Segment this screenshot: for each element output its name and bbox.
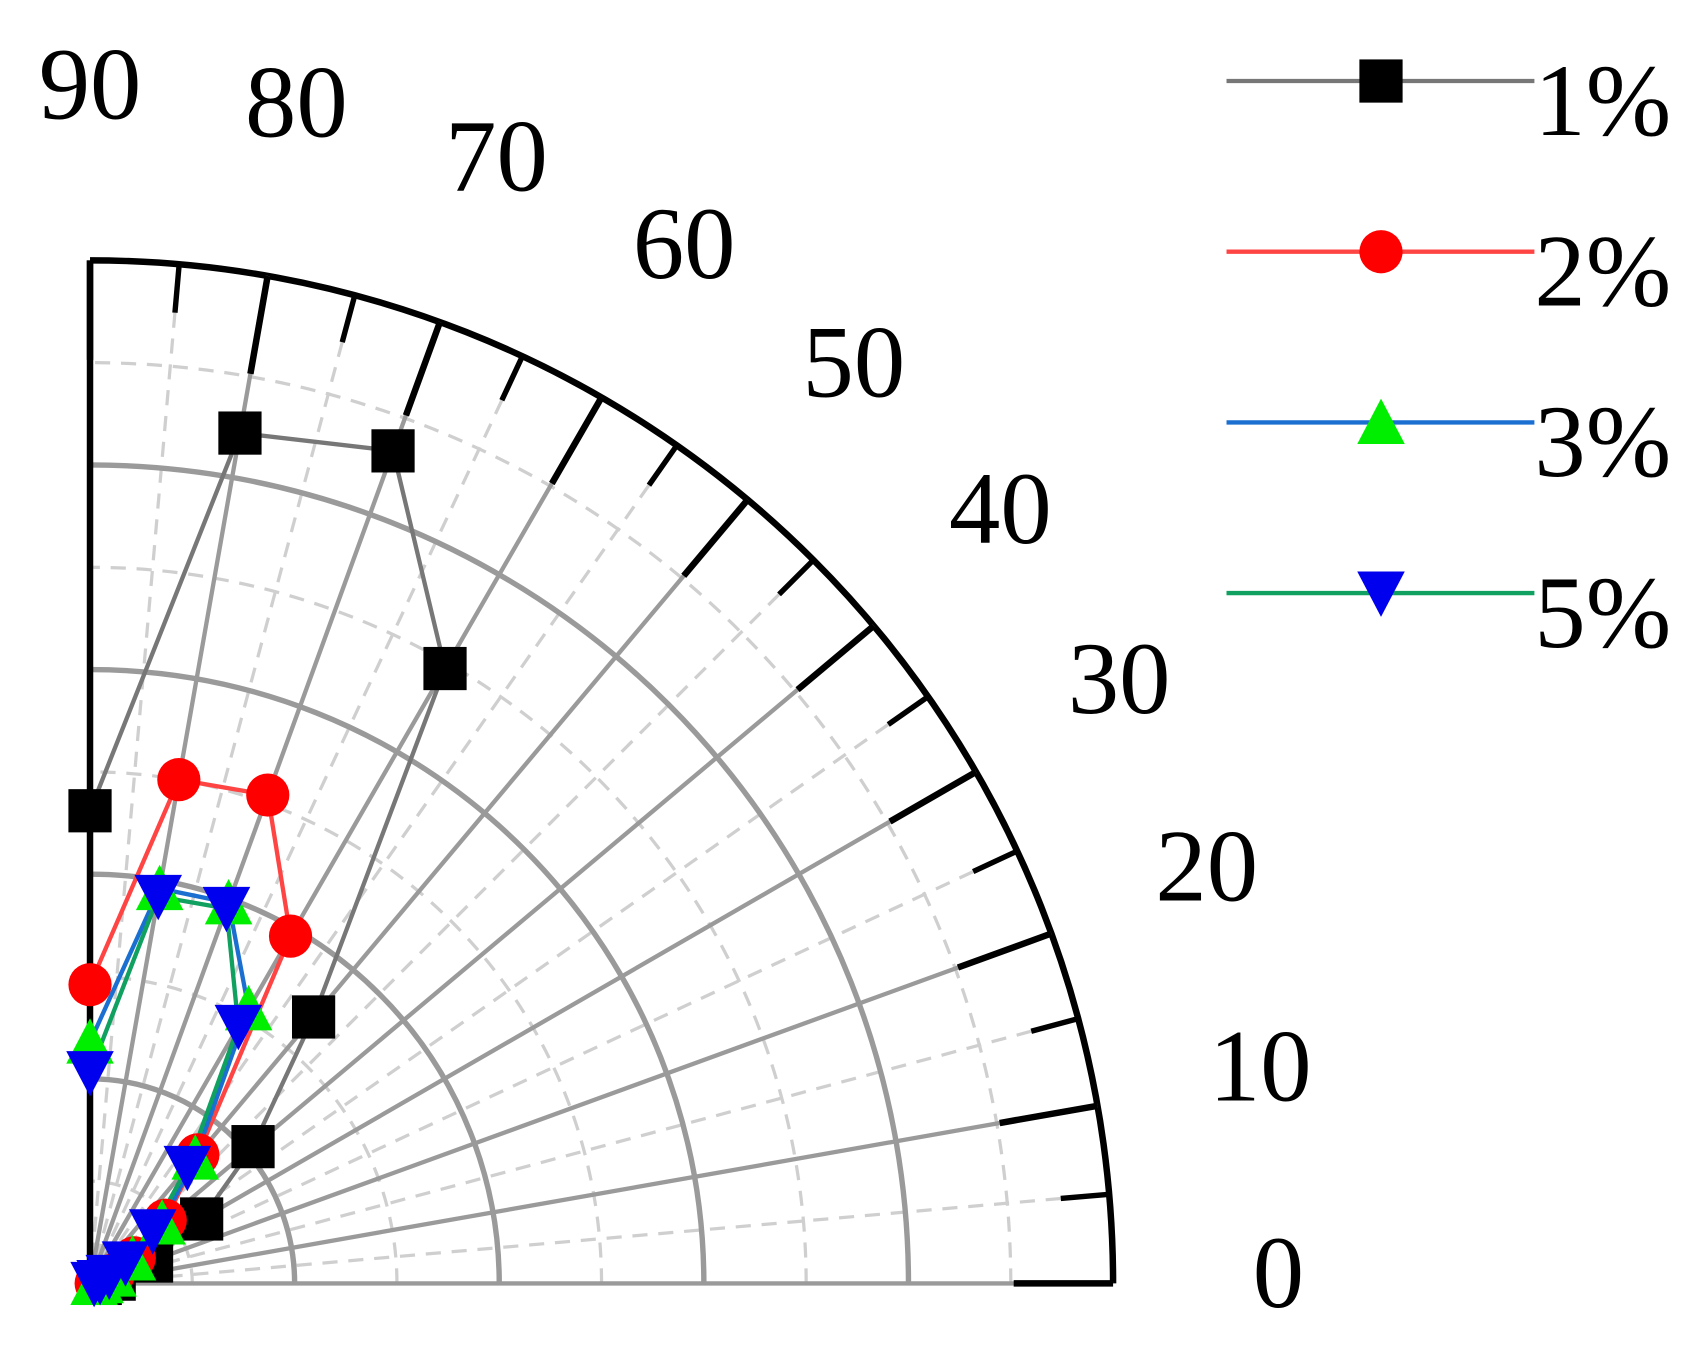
angle-label: 80 xyxy=(245,47,348,160)
minor-grid-ring xyxy=(90,361,1013,1284)
minor-grid-ray xyxy=(89,1017,1079,1285)
major-tick xyxy=(888,769,978,825)
marker xyxy=(268,914,313,958)
minor-tick xyxy=(972,848,1019,875)
minor-tick xyxy=(1030,1016,1079,1034)
minor-grid-ray xyxy=(89,695,929,1285)
marker xyxy=(246,773,290,817)
major-tick xyxy=(549,395,605,486)
minor-tick xyxy=(172,264,182,313)
angle-label: 70 xyxy=(445,100,548,213)
marker xyxy=(66,1051,114,1097)
grid-ray xyxy=(89,931,1053,1286)
minor-tick xyxy=(499,355,525,402)
minor-tick xyxy=(777,558,816,597)
marker xyxy=(291,995,336,1039)
grid-ring xyxy=(90,666,707,1284)
marker xyxy=(68,789,112,833)
minor-tick xyxy=(886,694,930,727)
major-tick xyxy=(681,497,751,578)
marker xyxy=(218,411,262,455)
grid-ray xyxy=(89,1103,1098,1286)
marker xyxy=(128,1209,177,1255)
angle-label: 10 xyxy=(1209,1011,1312,1124)
marker xyxy=(134,874,183,921)
marker xyxy=(231,1125,275,1169)
major-tick xyxy=(402,320,443,417)
major-tick xyxy=(956,930,1053,971)
major-tick xyxy=(795,623,876,693)
legend-label: 1% xyxy=(1534,45,1671,158)
minor-grid-ray xyxy=(88,294,357,1284)
legend-marker xyxy=(1357,398,1405,445)
angle-label: 60 xyxy=(633,188,736,301)
legend-label: 3% xyxy=(1534,386,1671,499)
angle-label: 50 xyxy=(803,307,906,420)
legend-marker xyxy=(1359,230,1403,274)
angle-label: 20 xyxy=(1155,811,1258,924)
marker xyxy=(202,886,251,933)
marker xyxy=(101,1241,150,1287)
angle-label: 0 xyxy=(1253,1217,1304,1330)
minor-grid-ray xyxy=(88,355,524,1285)
angle-label: 90 xyxy=(39,29,142,142)
grid-ring xyxy=(90,462,912,1284)
marker xyxy=(157,758,201,802)
marker xyxy=(423,646,467,691)
marker xyxy=(180,1197,224,1241)
marker xyxy=(68,963,112,1007)
legend-label: 5% xyxy=(1534,557,1671,670)
marker xyxy=(214,1004,263,1051)
grid-ring xyxy=(90,871,502,1284)
angle-label: 30 xyxy=(1068,623,1171,736)
legend-label: 2% xyxy=(1534,216,1671,329)
minor-tick xyxy=(1060,1191,1110,1202)
minor-grid-ray xyxy=(88,264,181,1284)
grid-ray xyxy=(88,396,604,1285)
legend-marker xyxy=(1359,59,1403,103)
marker xyxy=(163,1145,212,1192)
grid-ray xyxy=(88,770,978,1286)
minor-tick xyxy=(646,443,680,487)
outer-ring xyxy=(90,257,1117,1284)
minor-grid-ray xyxy=(89,1192,1110,1286)
minor-grid-ray xyxy=(89,849,1018,1285)
major-tick xyxy=(247,275,271,375)
angle-label: 40 xyxy=(949,453,1052,566)
minor-tick xyxy=(339,294,358,343)
major-tick xyxy=(999,1102,1099,1127)
marker xyxy=(371,429,415,473)
minor-grid-ring xyxy=(90,974,399,1284)
grid-ray xyxy=(88,624,876,1286)
legend-marker xyxy=(1357,571,1405,617)
